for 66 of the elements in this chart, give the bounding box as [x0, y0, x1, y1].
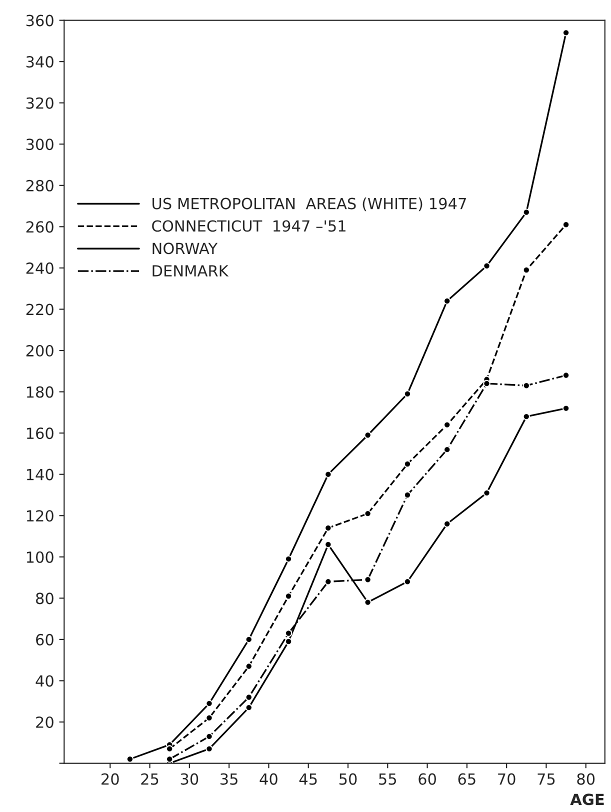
legend-label: US METROPOLITAN AREAS (WHITE) 1947: [152, 198, 466, 212]
point: [324, 524, 332, 532]
legend-label: CONNECTICUT 1947 –'51: [152, 220, 346, 232]
y-tick-label: 220: [26, 304, 54, 316]
legend-label: NORWAY: [152, 242, 218, 254]
point: [364, 510, 372, 518]
x-tick-label: 20: [102, 773, 119, 785]
point: [284, 555, 292, 563]
y-tick-label: 180: [26, 386, 54, 398]
y-tick-label: 160: [26, 428, 54, 440]
point: [483, 380, 490, 388]
point: [443, 446, 451, 454]
point: [562, 404, 570, 412]
x-tick-label: 35: [220, 773, 238, 785]
y-tick-label: 260: [26, 221, 54, 233]
point: [364, 598, 372, 606]
point: [562, 29, 570, 36]
y-tick-label: 120: [26, 510, 54, 522]
x-tick-label: 80: [577, 773, 595, 785]
x-tick-label: 55: [379, 773, 396, 785]
point: [324, 470, 332, 478]
legend-label: DENMARK: [152, 265, 229, 276]
x-tick-label: 25: [141, 773, 158, 785]
point: [324, 578, 332, 586]
y-tick-label: 80: [36, 592, 54, 604]
y-tick-label: 360: [26, 14, 54, 26]
point: [364, 576, 372, 584]
point: [562, 372, 570, 379]
x-tick-label: 30: [180, 773, 198, 785]
point: [126, 756, 134, 763]
point: [483, 262, 490, 270]
point: [404, 491, 412, 499]
point: [284, 630, 292, 637]
point: [364, 431, 372, 439]
y-tick-label: 240: [26, 262, 54, 274]
point: [404, 390, 412, 398]
y-tick-label: 100: [26, 551, 54, 563]
point: [206, 714, 213, 722]
point: [206, 745, 213, 752]
point: [443, 421, 451, 428]
x-tick-label: 50: [339, 773, 357, 785]
y-tick-label: 20: [36, 716, 54, 728]
y-tick-label: 300: [26, 138, 54, 150]
x-axis-title: AGE: [570, 794, 604, 806]
y-tick-label: 40: [36, 675, 54, 687]
y-tick-label: 60: [36, 634, 54, 646]
point: [443, 520, 451, 528]
point: [206, 700, 213, 708]
x-tick-label: 65: [458, 773, 476, 785]
x-tick-label: 75: [538, 773, 555, 785]
point: [324, 540, 332, 548]
y-tick-label: 340: [26, 56, 54, 68]
point: [166, 745, 174, 752]
x-tick-label: 60: [418, 773, 436, 785]
y-tick-label: 200: [26, 344, 54, 357]
x-tick-label: 70: [498, 773, 516, 785]
y-tick-label: 320: [26, 97, 54, 109]
y-tick-label: 140: [26, 468, 54, 480]
y-tick-label: 280: [26, 180, 54, 192]
point: [284, 592, 292, 600]
point: [284, 638, 292, 646]
x-tick-label: 45: [299, 773, 317, 785]
point: [404, 460, 412, 468]
x-tick-label: 40: [260, 773, 278, 785]
point: [404, 578, 412, 586]
point: [483, 489, 490, 497]
